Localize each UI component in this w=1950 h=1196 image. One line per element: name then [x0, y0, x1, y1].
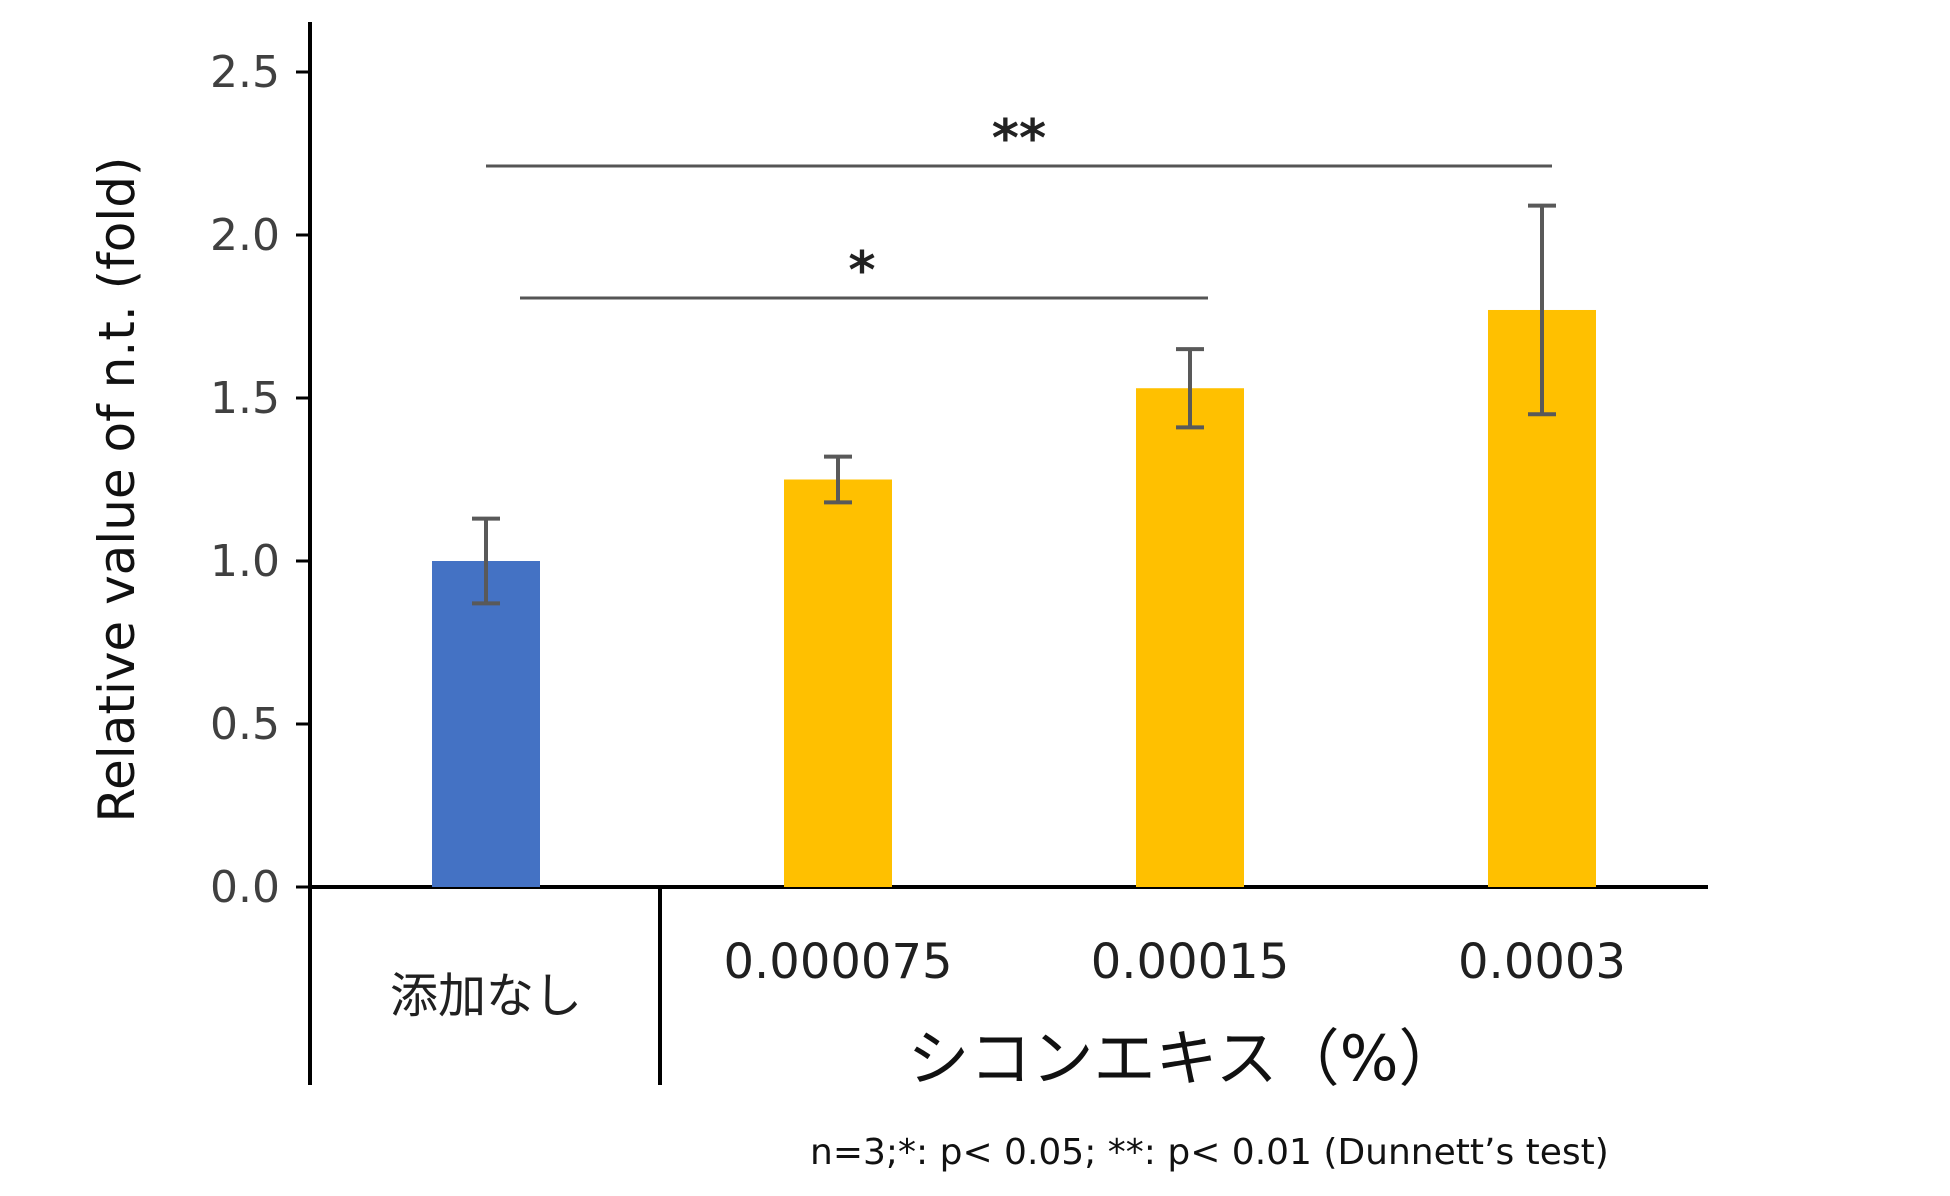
- y-tick-label: 0.0: [210, 862, 280, 913]
- error-bars: [472, 203, 1556, 606]
- x-category-label: 添加なし: [390, 968, 582, 1024]
- bar: [784, 479, 892, 887]
- significance-label: *: [848, 241, 875, 301]
- labels: 0.0 0.5 1.0 1.5 2.0 2.5 Relative value of n.t.…: [88, 47, 1626, 1095]
- y-axis-title: Relative value of n.t. (fold): [88, 157, 146, 823]
- y-tick-label: 1.5: [210, 373, 280, 424]
- y-tick-label: 2.5: [210, 47, 280, 98]
- bar: [432, 561, 540, 887]
- x-category-label: 0.0003: [1458, 934, 1626, 990]
- significance-label: **: [992, 109, 1046, 169]
- footnote: n=3;*: p< 0.05; **: p< 0.01 (Dunnett’s t…: [810, 1132, 1609, 1173]
- bar: [1136, 388, 1244, 887]
- significance-brackets: ***: [486, 109, 1552, 301]
- y-tick-label: 1.0: [210, 536, 280, 587]
- x-category-label: 0.00015: [1091, 934, 1290, 990]
- bars: [432, 309, 1596, 888]
- y-tick-label: 0.5: [210, 699, 280, 750]
- x-category-label: 0.000075: [723, 934, 952, 990]
- x-group-title: シコンエキス（%）: [907, 1022, 1460, 1095]
- axes: [296, 22, 1708, 1085]
- y-tick-label: 2.0: [210, 210, 280, 261]
